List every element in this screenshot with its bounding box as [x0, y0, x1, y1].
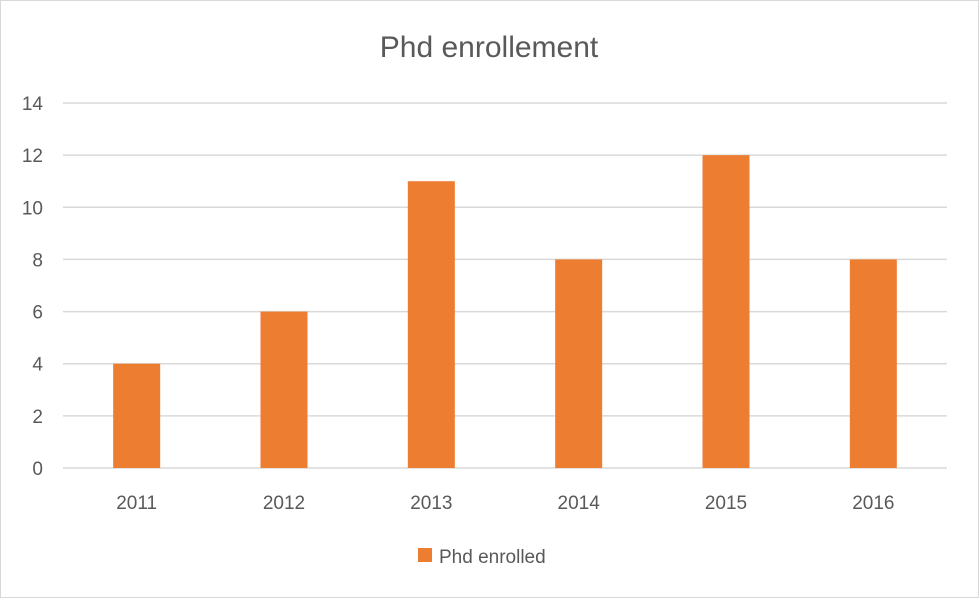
x-tick-label: 2015 — [705, 493, 747, 514]
bar — [407, 181, 455, 468]
y-tick-label: 2 — [32, 407, 43, 428]
bar — [113, 363, 161, 468]
y-tick-label: 14 — [22, 94, 44, 115]
x-tick-label: 2014 — [558, 493, 601, 514]
chart-title: Phd enrollement — [380, 31, 599, 64]
legend: Phd enrolled — [418, 547, 546, 568]
bar — [849, 259, 897, 468]
legend-swatch — [418, 548, 432, 562]
x-axis-tick-labels: 2011 2012 2013 2014 2015 2016 — [116, 493, 894, 514]
y-axis-tick-labels: 0 2 4 6 8 10 12 14 — [22, 94, 44, 480]
bar — [702, 155, 750, 468]
gridlines — [63, 102, 947, 469]
y-tick-label: 8 — [32, 250, 43, 271]
y-tick-label: 4 — [32, 355, 43, 376]
x-tick-label: 2013 — [410, 493, 452, 514]
x-tick-label: 2016 — [852, 493, 894, 514]
x-tick-label: 2012 — [263, 493, 305, 514]
y-tick-label: 6 — [32, 303, 43, 324]
y-tick-label: 0 — [32, 459, 43, 480]
bar — [555, 259, 603, 468]
y-tick-label: 12 — [22, 146, 43, 167]
x-tick-label: 2011 — [116, 493, 157, 514]
legend-label: Phd enrolled — [439, 547, 546, 568]
bar — [260, 311, 308, 468]
bar-series — [113, 155, 897, 468]
y-tick-label: 10 — [22, 198, 43, 219]
